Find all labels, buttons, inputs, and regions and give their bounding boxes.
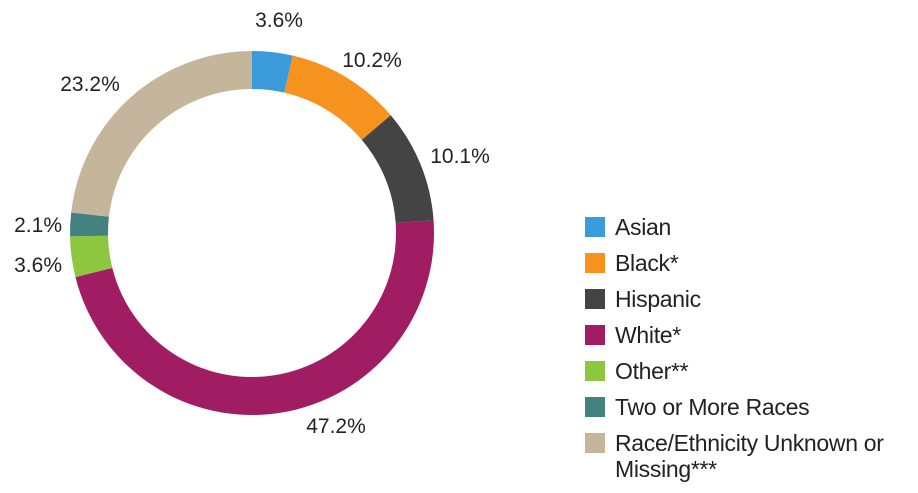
legend-item-unknown: Race/Ethnicity Unknown or Missing*** bbox=[585, 430, 905, 482]
slice-value-label: 10.2% bbox=[342, 49, 402, 72]
donut-slice-race-ethnicity-unknown-or-missing bbox=[71, 51, 252, 217]
donut-slices bbox=[70, 51, 435, 416]
legend-swatch bbox=[585, 289, 605, 309]
legend-item-hispanic: Hispanic bbox=[585, 286, 905, 322]
legend-item-asian: Asian bbox=[585, 214, 905, 250]
donut-slice-hispanic bbox=[361, 115, 434, 224]
slice-value-label: 3.6% bbox=[14, 254, 62, 277]
donut-slice-black bbox=[284, 55, 391, 140]
donut-slice-two-or-more-races bbox=[70, 212, 109, 237]
slice-value-label: 10.1% bbox=[430, 145, 490, 168]
legend-swatch bbox=[585, 325, 605, 345]
legend-item-other: Other** bbox=[585, 358, 905, 394]
legend-swatch bbox=[585, 433, 605, 453]
legend-swatch bbox=[585, 361, 605, 381]
legend-label: Asian bbox=[615, 214, 672, 240]
slice-labels: 3.6% 10.2% 10.1% 47.2% 3.6% 2.1% 23.2% bbox=[14, 9, 490, 438]
legend-swatch bbox=[585, 397, 605, 417]
slice-value-label: 23.2% bbox=[60, 73, 120, 96]
legend-item-black: Black* bbox=[585, 250, 905, 286]
donut-slice-asian bbox=[252, 51, 293, 93]
legend-label: Race/Ethnicity Unknown or Missing*** bbox=[615, 430, 884, 482]
slice-value-label: 2.1% bbox=[14, 214, 62, 237]
legend-swatch bbox=[585, 217, 605, 237]
legend-label: Hispanic bbox=[615, 286, 701, 312]
legend-label: Other** bbox=[615, 358, 689, 384]
legend-label: White* bbox=[615, 322, 681, 348]
donut-slice-other bbox=[70, 235, 113, 278]
legend-label: Black* bbox=[615, 250, 679, 276]
legend-label: Two or More Races bbox=[615, 394, 810, 420]
slice-value-label: 47.2% bbox=[306, 415, 366, 438]
slice-value-label: 3.6% bbox=[255, 9, 303, 32]
donut-slice-white bbox=[75, 220, 435, 416]
legend-swatch bbox=[585, 253, 605, 273]
legend-item-white: White* bbox=[585, 322, 905, 358]
legend-item-two-or-more: Two or More Races bbox=[585, 394, 905, 430]
legend: Asian Black* Hispanic White* Other** Two… bbox=[585, 214, 905, 482]
